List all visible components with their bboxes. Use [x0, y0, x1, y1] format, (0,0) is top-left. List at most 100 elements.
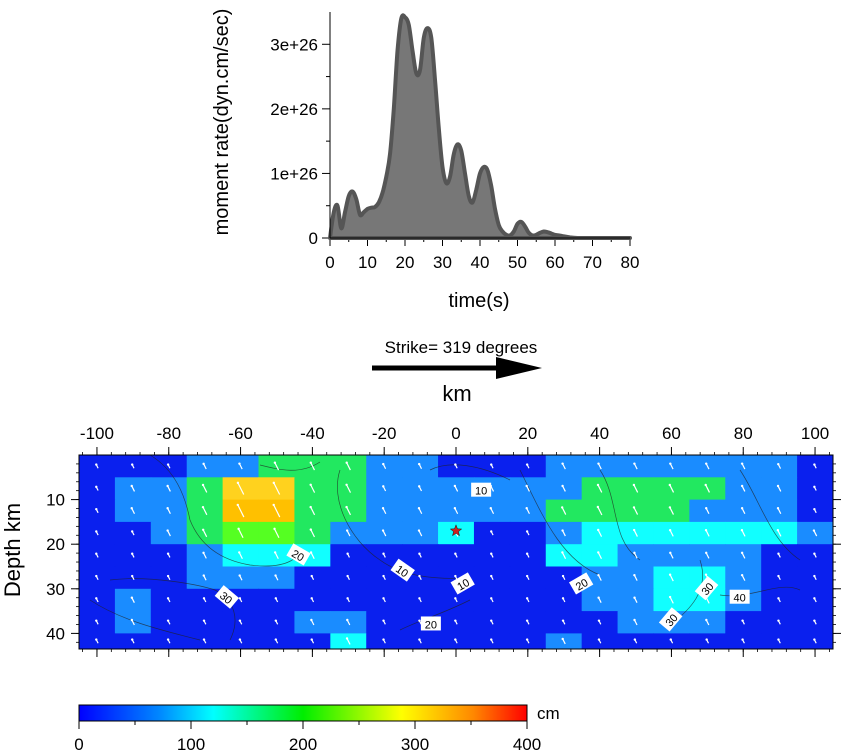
y-tick-label: 3e+26: [270, 35, 318, 54]
slip-vector-head: [741, 638, 744, 641]
slip-vector-head: [777, 574, 780, 578]
slip-vector-head: [166, 484, 169, 488]
slip-vector-head: [202, 619, 206, 622]
colorbar-ramp: [78, 704, 528, 722]
x-tick-label: 30: [433, 253, 452, 272]
slip-vector: [310, 506, 316, 516]
slip-vector: [238, 528, 244, 538]
depth-tick-label: 40: [46, 624, 65, 643]
slip-vector-head: [237, 527, 240, 531]
contour-label-text: 20: [425, 619, 437, 631]
slip-vector-head: [525, 619, 529, 622]
slip-vector-head: [813, 507, 816, 511]
slip-vector: [597, 484, 603, 493]
slip-vector-head: [236, 481, 240, 485]
slip-vector-head: [597, 638, 601, 641]
slip-vector-head: [490, 574, 493, 578]
slip-vector-head: [490, 597, 493, 600]
slip-vector-head: [201, 483, 205, 487]
slip-vector-head: [345, 505, 348, 509]
slip-vector-head: [417, 462, 421, 466]
contour-label: 20: [420, 616, 441, 631]
slip-vector-head: [274, 638, 278, 641]
slip-vector-head: [166, 552, 170, 555]
slip-vector-head: [705, 618, 708, 622]
contour-label-text: 20: [289, 548, 306, 565]
slip-vector-head: [346, 597, 349, 600]
x-tick-label: 10: [358, 253, 377, 272]
slip-vector-head: [704, 573, 708, 576]
strike-header: Strike= 319 degrees km: [372, 338, 542, 406]
km-tick-label: 100: [801, 424, 829, 443]
slip-vector: [633, 507, 639, 515]
contour-label-box: [420, 616, 441, 631]
x-tick-label: 70: [583, 253, 602, 272]
slip-vector-head: [95, 552, 98, 555]
slip-vector-head: [813, 619, 816, 622]
slip-vector-head: [95, 485, 98, 489]
km-tick-label: -80: [156, 424, 181, 443]
slip-vector-head: [95, 507, 98, 511]
hypocenter-star: [449, 524, 463, 537]
km-tick-label: 40: [590, 424, 609, 443]
slip-vector-head: [346, 618, 349, 622]
slip-vector-head: [705, 551, 708, 555]
slip-vector-head: [561, 462, 564, 465]
x-tick-label: 20: [396, 253, 415, 272]
slip-vector-head: [273, 461, 277, 464]
slip-vector-head: [309, 483, 312, 486]
slip-vector-head: [418, 552, 421, 555]
y-tick-label: 2e+26: [270, 100, 318, 119]
slip-vector-head: [130, 574, 134, 578]
slip-vector-head: [382, 462, 385, 466]
colorbar-unit: cm: [537, 704, 560, 723]
slip-vector-head: [166, 574, 170, 578]
contour-label-box: [471, 482, 492, 497]
slip-vector-head: [238, 462, 241, 465]
depth-tick-label: 10: [46, 491, 65, 510]
slip-vector: [669, 484, 675, 493]
contour-label-box: [729, 589, 750, 604]
slip-vector: [633, 484, 639, 493]
slip-vector-head: [704, 529, 708, 532]
slip-vector-head: [454, 597, 457, 600]
contour-label-box: [694, 575, 719, 601]
slip-vector-head: [561, 619, 565, 622]
slip-vector-head: [166, 529, 169, 532]
slip-vector-head: [202, 597, 206, 600]
slip-vector-head: [597, 551, 600, 554]
km-tick-label: 0: [451, 424, 460, 443]
contour-label-box: [658, 607, 683, 632]
slip-vector: [310, 484, 316, 493]
slip-vector-head: [490, 552, 493, 555]
contour-label-box: [214, 585, 240, 609]
slip-vector-head: [310, 574, 313, 578]
slip-vector-head: [525, 463, 529, 466]
slip-vector-head: [95, 463, 98, 466]
slip-vector-head: [525, 530, 529, 533]
slip-vector-head: [95, 597, 98, 600]
slip-vector: [202, 484, 208, 493]
slip-vector-head: [490, 638, 493, 641]
slip-vector-head: [633, 596, 636, 599]
slip-vector-head: [130, 618, 134, 622]
slip-vector-head: [130, 484, 133, 488]
slip-vector-head: [166, 597, 170, 600]
km-tick-label: -60: [228, 424, 253, 443]
slip-vector-head: [309, 551, 313, 554]
slip-vector-head: [238, 619, 242, 622]
slip-vector-head: [633, 462, 636, 465]
slip-vector-head: [310, 597, 313, 600]
slip-vector: [237, 482, 245, 495]
slip-vector-head: [633, 618, 636, 622]
slip-vector-head: [668, 506, 672, 509]
slip-vector-head: [668, 529, 672, 532]
slip-map: -100 -80 -60 -40 -20 0 20 40 60 80 100 10 20 30 40 10 2…: [0, 424, 841, 657]
slip-vector: [274, 462, 280, 471]
slip-vector-head: [382, 597, 385, 600]
slip-vector-head: [596, 483, 600, 487]
colorbar-tick-label: 100: [177, 735, 205, 754]
contour-label: 40: [729, 589, 750, 605]
slip-vector: [597, 529, 603, 537]
